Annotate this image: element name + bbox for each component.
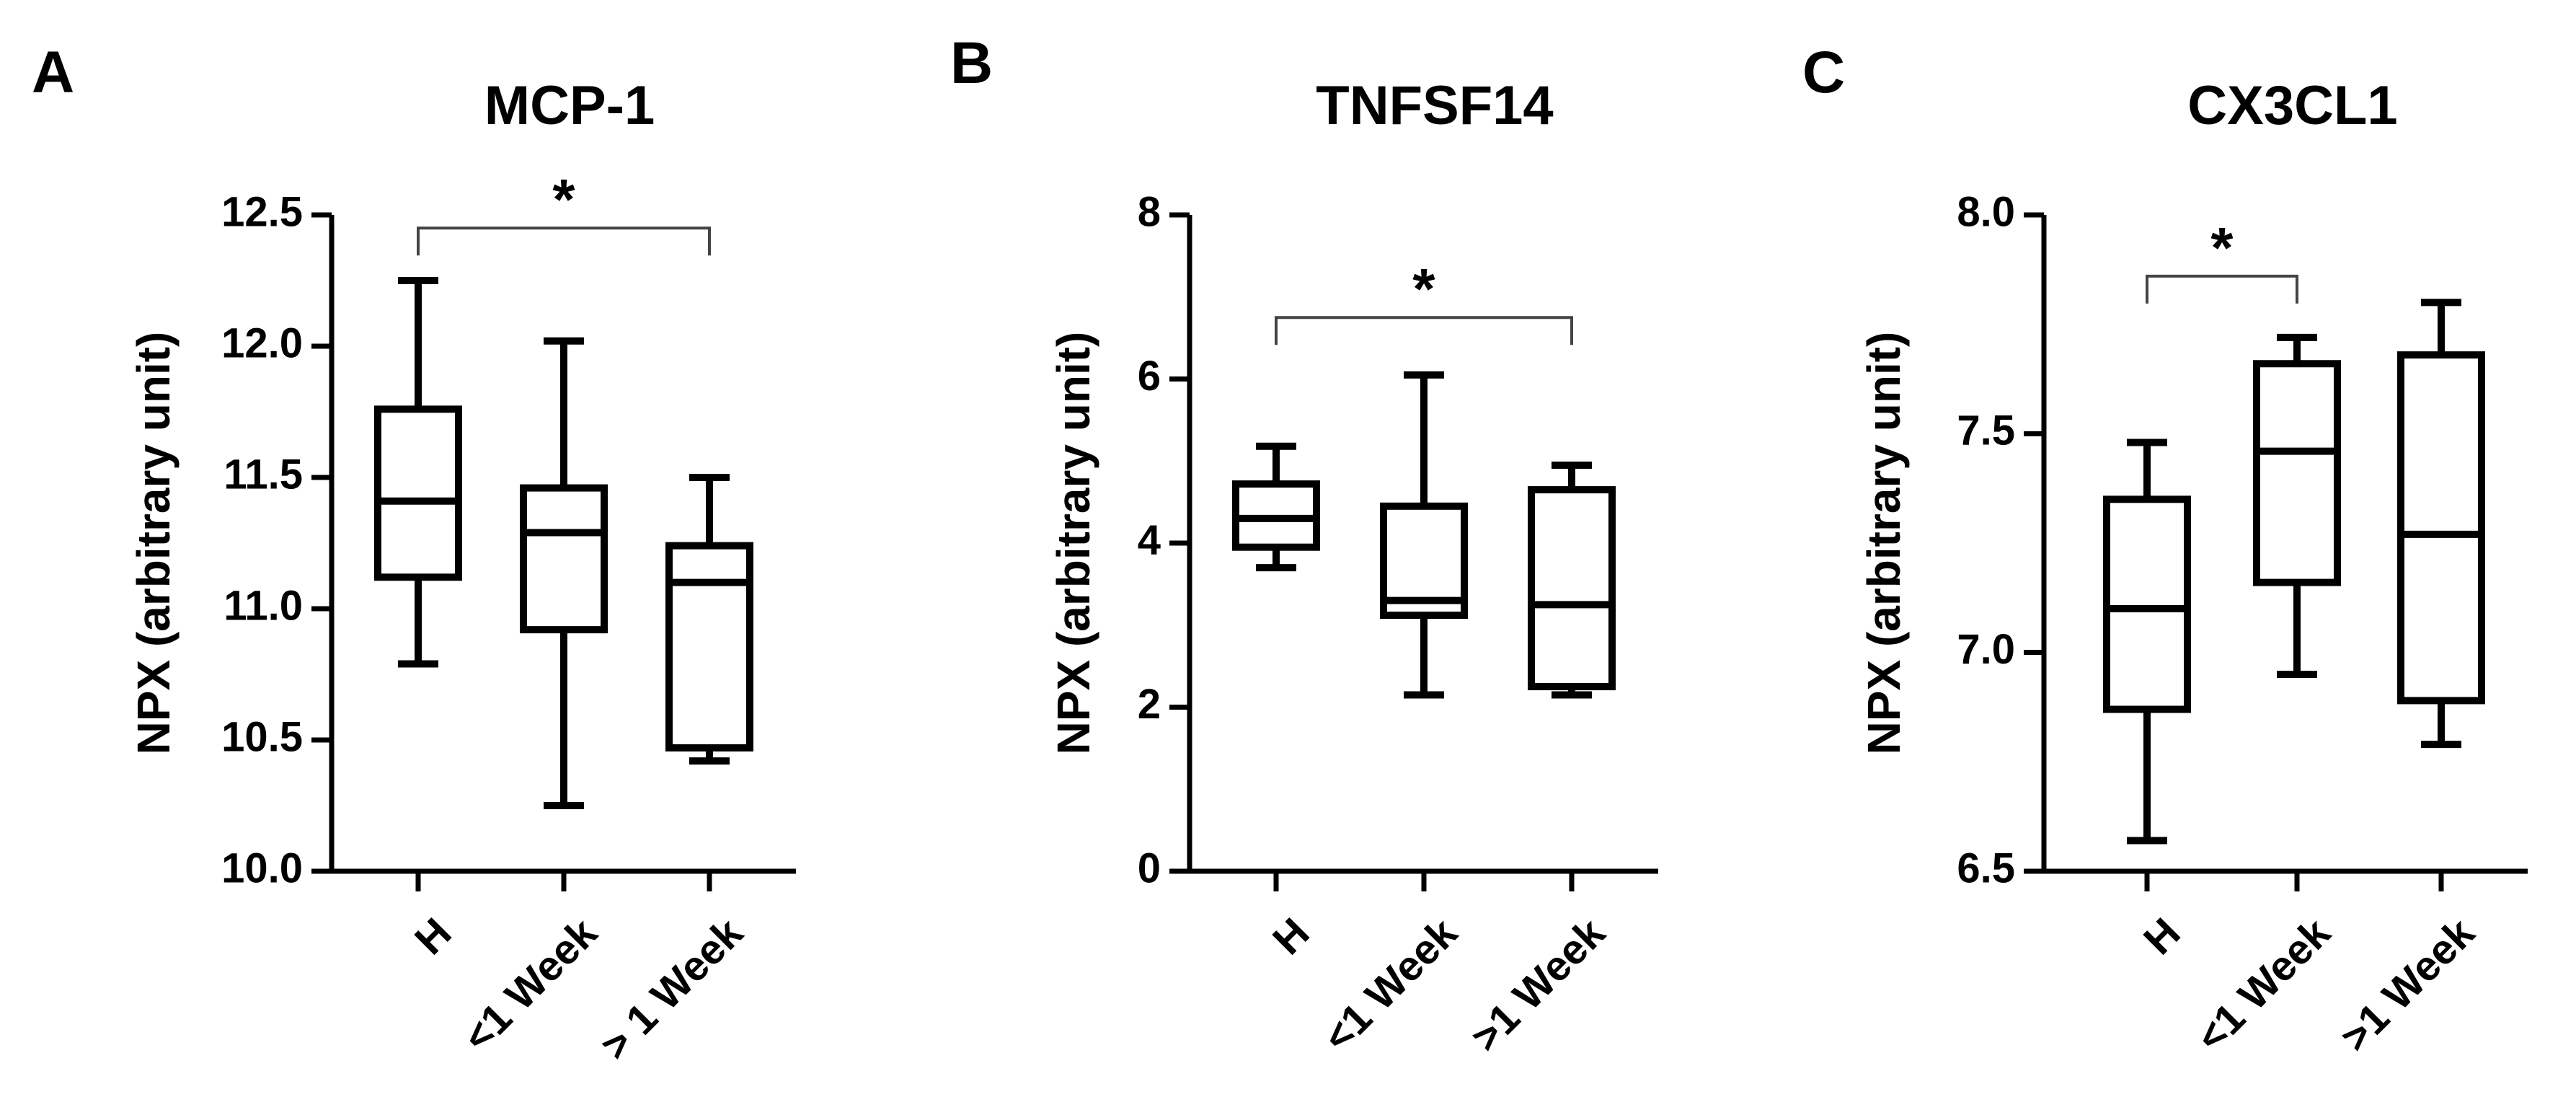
panel-c-ytick-label: 6.5: [1957, 845, 2015, 891]
panel-c-xtick-label: <1 Week: [2187, 909, 2340, 1061]
panel-b-sig-star: *: [1412, 257, 1435, 321]
panel-a-ytick-label: 12.5: [221, 188, 303, 235]
panel-b-ylabel: NPX (arbitrary unit): [1048, 332, 1099, 755]
panel-b-ytick-label: 8: [1138, 188, 1161, 235]
panel-b-xtick-label: <1 Week: [1314, 909, 1466, 1061]
panel-a-sig-star: *: [552, 167, 575, 232]
panel-c-ylabel: NPX (arbitrary unit): [1858, 332, 1910, 755]
panel-a-box: [374, 405, 462, 581]
panel-b-ytick-label: 4: [1138, 516, 1161, 563]
panel-a-ytick-label: 12.0: [221, 319, 303, 366]
panel-a-letter: A: [32, 40, 74, 105]
panel-a-title: MCP-1: [484, 75, 655, 136]
panel-c-xtick-label: H: [2135, 909, 2190, 964]
panel-b-ytick-label: 2: [1138, 681, 1161, 728]
panel-c-ytick-label: 7.5: [1957, 407, 2015, 454]
panel-b-ytick-label: 0: [1138, 845, 1161, 891]
panel-a-sig-bracket: [417, 226, 711, 256]
panel-c-box: [2397, 351, 2485, 705]
panel-a-xtick-label: H: [406, 909, 461, 964]
panel-b-title: TNFSF14: [1316, 75, 1553, 136]
panel-c-title: CX3CL1: [2187, 75, 2397, 136]
panel-a-box: [520, 484, 608, 634]
panel-b-ytick-label: 6: [1138, 353, 1161, 400]
panel-b-xtick-label: >1 Week: [1462, 909, 1614, 1061]
panel-c-letter: C: [1802, 40, 1845, 105]
panel-b-letter: B: [950, 30, 993, 96]
panel-c-box: [2103, 495, 2191, 713]
panel-a-xtick-label: > 1 Week: [592, 909, 752, 1069]
panel-c-ytick-label: 7.0: [1957, 626, 2015, 673]
panel-c-sig-bracket: [2146, 274, 2298, 304]
panel-c-xtick-label: >1 Week: [2332, 909, 2484, 1061]
panel-a-ylabel: NPX (arbitrary unit): [128, 332, 180, 755]
panel-a-ytick-label: 10.5: [221, 713, 303, 760]
panel-a-ytick-label: 10.0: [221, 845, 303, 891]
panel-a-xtick-label: <1 Week: [454, 909, 606, 1061]
panel-b-sig-bracket: [1275, 316, 1573, 345]
panel-c-box: [2253, 360, 2341, 586]
panel-b-box: [1528, 486, 1616, 691]
panel-a-ytick-label: 11.5: [223, 451, 303, 498]
panel-b-xtick-label: H: [1264, 909, 1319, 964]
panel-c-ytick-label: 8.0: [1957, 188, 2015, 235]
panel-c-sig-star: *: [2210, 216, 2234, 280]
panel-a-ytick-label: 11.0: [223, 582, 303, 629]
panel-a-box: [665, 542, 753, 752]
